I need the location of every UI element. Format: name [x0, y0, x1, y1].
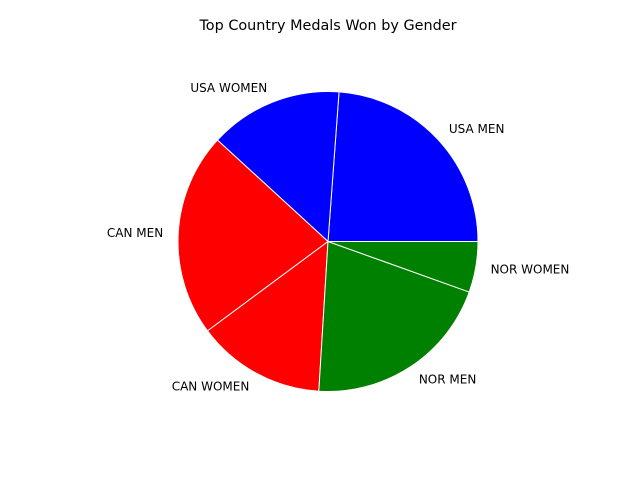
- pie-slices: [177, 91, 479, 392]
- pie-slice-labels: USA MEN USA WOMEN CAN MEN CAN WOMEN NOR MEN N…: [107, 81, 569, 393]
- pie-slice-usa-women: [216, 91, 340, 242]
- pie-slice-can-women: [207, 241, 329, 392]
- pie-slice-usa-men: [327, 91, 479, 242]
- chart-title: Top Country Medals Won by Gender: [198, 18, 456, 34]
- pie-slice-nor-women: [327, 241, 479, 293]
- pie-label-can-men: CAN MEN: [107, 226, 163, 240]
- pie-label-usa-men: USA MEN: [449, 122, 505, 136]
- pie-label-can-women: CAN WOMEN: [172, 380, 250, 394]
- pie-label-nor-men: NOR MEN: [419, 372, 477, 386]
- pie-label-usa-women: USA WOMEN: [190, 81, 267, 95]
- pie-slice-can-men: [177, 139, 329, 332]
- pie-label-nor-women: NOR WOMEN: [491, 263, 570, 277]
